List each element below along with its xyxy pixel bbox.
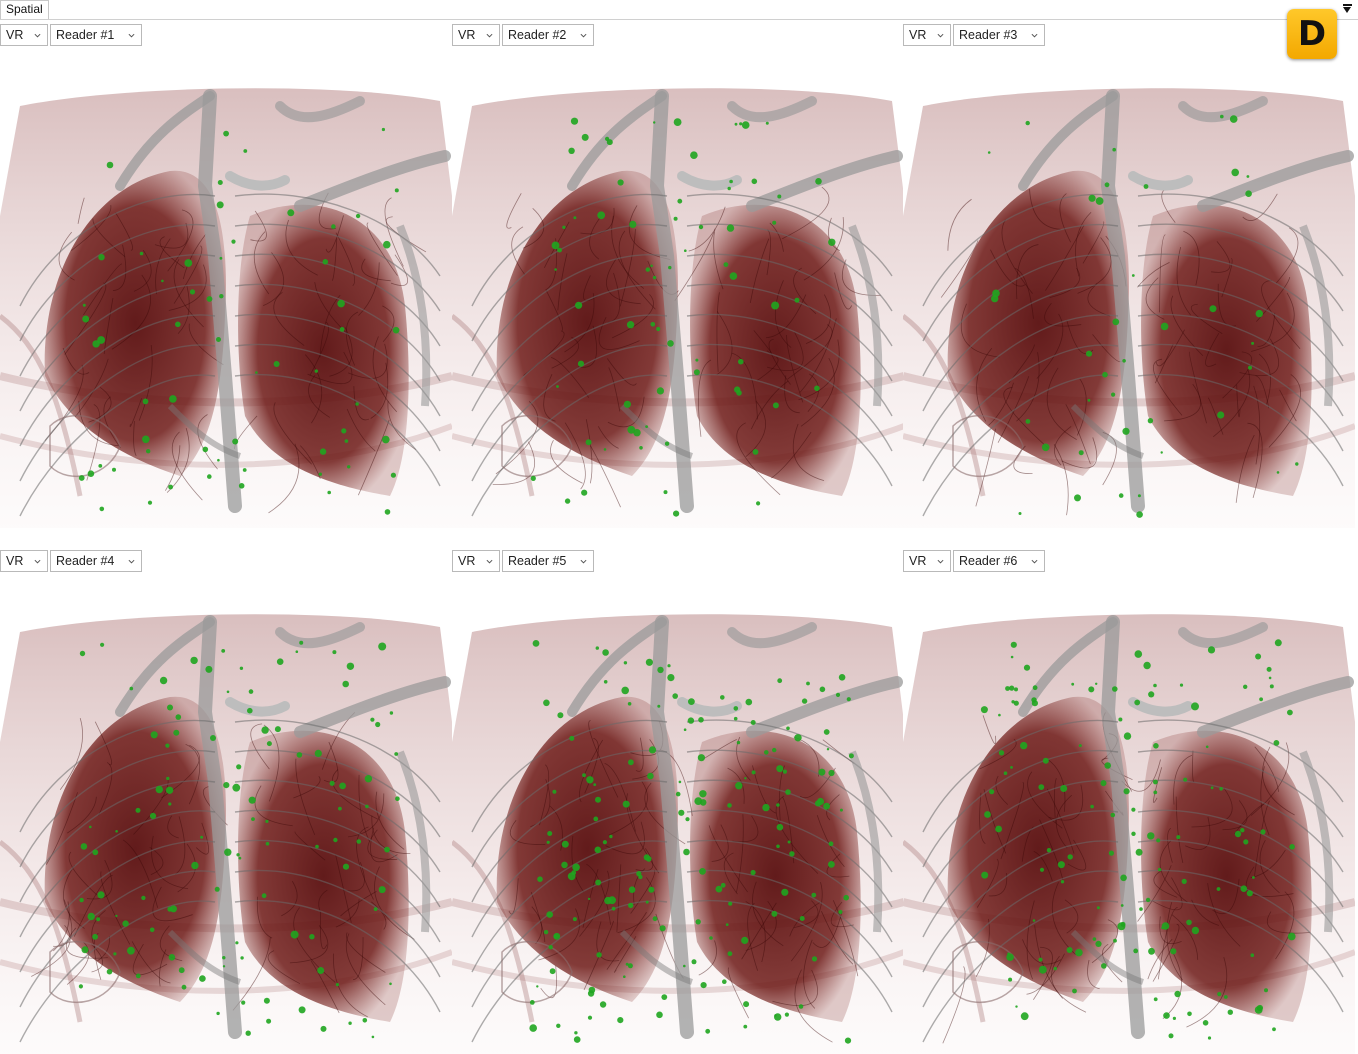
chevron-down-icon bbox=[34, 559, 41, 564]
chevron-down-icon bbox=[34, 33, 41, 38]
render-mode-select[interactable]: VR bbox=[452, 24, 500, 46]
viewer-panel-5: VR Reader #5 bbox=[452, 550, 904, 1054]
render-mode-value: VR bbox=[458, 553, 476, 568]
reader-value: Reader #4 bbox=[56, 553, 115, 568]
reader-value: Reader #6 bbox=[959, 553, 1018, 568]
reader-select[interactable]: Reader #3 bbox=[953, 24, 1045, 46]
reader-select[interactable]: Reader #6 bbox=[953, 550, 1045, 572]
volume-render-view[interactable] bbox=[903, 602, 1355, 1054]
render-mode-value: VR bbox=[909, 553, 927, 568]
render-mode-value: VR bbox=[6, 27, 24, 42]
volume-render-view[interactable] bbox=[452, 76, 904, 528]
render-mode-select[interactable]: VR bbox=[903, 550, 951, 572]
volume-render-view[interactable] bbox=[452, 602, 904, 1054]
chevron-down-icon bbox=[580, 33, 587, 38]
render-mode-select[interactable]: VR bbox=[452, 550, 500, 572]
chevron-down-icon bbox=[486, 559, 493, 564]
chevron-down-icon bbox=[580, 559, 587, 564]
reader-value: Reader #2 bbox=[508, 27, 567, 42]
reader-value: Reader #1 bbox=[56, 27, 115, 42]
render-mode-select[interactable]: VR bbox=[0, 24, 48, 46]
tab-spatial[interactable]: Spatial bbox=[0, 0, 49, 19]
chevron-down-icon bbox=[937, 559, 944, 564]
reader-select[interactable]: Reader #2 bbox=[502, 24, 594, 46]
render-mode-select[interactable]: VR bbox=[903, 24, 951, 46]
chevron-down-icon bbox=[128, 559, 135, 564]
volume-render-view[interactable] bbox=[0, 76, 452, 528]
reader-value: Reader #5 bbox=[508, 553, 567, 568]
volume-render-view[interactable] bbox=[903, 76, 1355, 528]
chevron-down-icon bbox=[937, 33, 944, 38]
chevron-down-icon bbox=[486, 33, 493, 38]
viewer-panel-6: VR Reader #6 bbox=[903, 550, 1355, 1054]
dropdown-arrow-icon[interactable] bbox=[1342, 2, 1354, 16]
volume-render-view[interactable] bbox=[0, 602, 452, 1054]
viewer-panel-1: VR Reader #1 bbox=[0, 24, 452, 528]
tab-bar: Spatial bbox=[0, 0, 1358, 20]
render-mode-value: VR bbox=[458, 27, 476, 42]
chevron-down-icon bbox=[128, 33, 135, 38]
chevron-down-icon bbox=[1031, 559, 1038, 564]
reader-select[interactable]: Reader #1 bbox=[50, 24, 142, 46]
render-mode-select[interactable]: VR bbox=[0, 550, 48, 572]
reader-select[interactable]: Reader #5 bbox=[502, 550, 594, 572]
reader-select[interactable]: Reader #4 bbox=[50, 550, 142, 572]
chevron-down-icon bbox=[1031, 33, 1038, 38]
render-mode-value: VR bbox=[6, 553, 24, 568]
reader-value: Reader #3 bbox=[959, 27, 1018, 42]
viewer-panel-4: VR Reader #4 bbox=[0, 550, 452, 1054]
d-badge: D bbox=[1287, 9, 1337, 59]
render-mode-value: VR bbox=[909, 27, 927, 42]
viewer-panel-2: VR Reader #2 bbox=[452, 24, 904, 528]
viewer-panel-3: VR Reader #3 bbox=[903, 24, 1355, 528]
